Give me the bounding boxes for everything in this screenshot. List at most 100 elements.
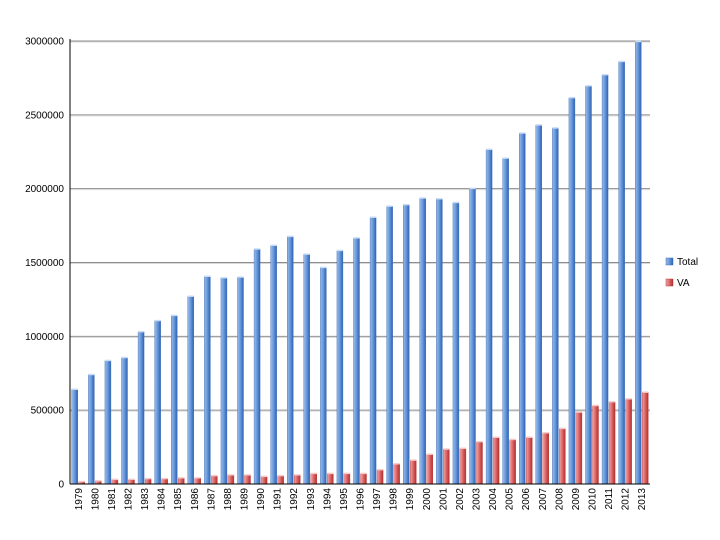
bar-va-cap [194, 477, 201, 479]
bar-va [128, 479, 135, 485]
x-tick-label: 1979 [74, 488, 85, 511]
y-tick-label: 3000000 [25, 37, 64, 48]
x-tick-label: 1983 [140, 488, 151, 511]
bar-total [270, 245, 277, 485]
bar-total [71, 389, 78, 485]
x-tick-label: 2006 [521, 488, 532, 511]
bar-va [642, 392, 649, 485]
bar-va-cap [526, 436, 533, 438]
bar-va [343, 473, 351, 485]
bar-total [568, 97, 576, 485]
bar-va [244, 474, 251, 485]
bar-total [386, 206, 393, 485]
bar-va-cap [410, 459, 417, 461]
bar-total-cap [336, 249, 343, 252]
bar-va-cap [476, 440, 483, 443]
bar-total [519, 133, 526, 485]
x-tick-label: 1989 [240, 488, 251, 511]
legend-swatch-total [665, 257, 674, 266]
bar-total [303, 254, 310, 485]
bar-total-cap [552, 127, 559, 129]
legend: Total VA [665, 257, 698, 289]
bar-total-cap [270, 244, 277, 247]
bar-total [535, 124, 542, 485]
bar-total [137, 331, 145, 485]
bar-total-cap [519, 132, 526, 134]
x-tick-label: 2013 [637, 488, 648, 511]
x-tick-labels: 1979 1980 1981 1982 1983 1984 1985 1986 1987 1988… [74, 488, 648, 511]
x-tick-label: 2002 [455, 488, 466, 511]
bar-total [452, 202, 460, 485]
x-tick-label: 2003 [472, 488, 483, 511]
x-tick-label: 2000 [422, 488, 433, 511]
bar-total [436, 198, 443, 485]
bar-va-cap [327, 472, 334, 475]
bar-total [187, 296, 194, 485]
bar-va-cap [161, 477, 168, 480]
bar-total-cap [154, 319, 161, 322]
bar-va [178, 477, 185, 485]
bar-total-cap [237, 276, 244, 278]
legend-swatch-va [665, 278, 674, 287]
bar-total-cap [71, 388, 78, 390]
bar-total-cap [502, 157, 509, 159]
bar-va-cap [509, 438, 516, 441]
bar-total [237, 277, 244, 485]
bar-total [287, 236, 294, 485]
y-tick-label: 2500000 [25, 110, 64, 121]
gridlines [70, 40, 650, 412]
bar-total-cap [320, 266, 327, 269]
x-tick-label: 2011 [604, 488, 615, 510]
x-tick-label: 1980 [90, 488, 101, 511]
x-tick-label: 1991 [273, 488, 284, 511]
x-tick-label: 1994 [322, 488, 333, 511]
bar-total-cap [353, 237, 360, 239]
bar-va-cap [227, 474, 234, 476]
bar-va [443, 449, 450, 485]
bar-total-cap [635, 40, 642, 43]
bar-va [111, 479, 119, 485]
bar-total [204, 276, 211, 485]
bar-total-cap [618, 60, 625, 63]
bar-va-cap [78, 480, 85, 483]
bar-va [509, 439, 516, 485]
x-tick-label: 2009 [571, 488, 582, 511]
bar-va-cap [642, 391, 649, 393]
bar-total-cap [602, 73, 609, 76]
legend-label-total: Total [677, 257, 698, 268]
bar-va [194, 477, 201, 485]
bar-va [410, 460, 417, 485]
bar-va [476, 441, 483, 485]
bar-va-cap [377, 468, 384, 471]
bar-total-cap [452, 201, 459, 204]
x-tick-label: 2012 [621, 488, 632, 511]
bar-va [542, 432, 549, 485]
bar-va-cap [459, 447, 466, 450]
x-tick-label: 1992 [289, 488, 300, 511]
bar-va-cap [426, 453, 433, 455]
y-tick-label: 1000000 [25, 332, 64, 343]
bar-total [171, 315, 178, 485]
bar-total-cap [535, 124, 542, 126]
x-tick-label: 1987 [206, 488, 217, 511]
bar-va [227, 474, 235, 485]
bar-va-cap [211, 474, 218, 477]
bar-total-cap [254, 248, 261, 250]
bar-total-cap [187, 295, 194, 297]
x-tick-label: 1985 [173, 488, 184, 511]
bar-total-cap [386, 205, 393, 207]
bar-total-cap [469, 187, 476, 190]
x-tick-label: 2001 [438, 488, 449, 511]
bar-va [608, 401, 616, 485]
x-tick-label: 1993 [306, 488, 317, 511]
bar-total-cap [370, 216, 377, 218]
bar-va-cap [625, 398, 632, 400]
bar-total [469, 188, 476, 485]
bar-total-cap [121, 356, 128, 359]
x-tick-label: 1996 [356, 488, 367, 511]
bar-va-cap [244, 474, 251, 476]
bar-va [459, 448, 467, 485]
bar-total [154, 320, 161, 485]
x-tick-label: 1982 [124, 488, 135, 511]
x-tick-label: 2007 [538, 488, 549, 511]
